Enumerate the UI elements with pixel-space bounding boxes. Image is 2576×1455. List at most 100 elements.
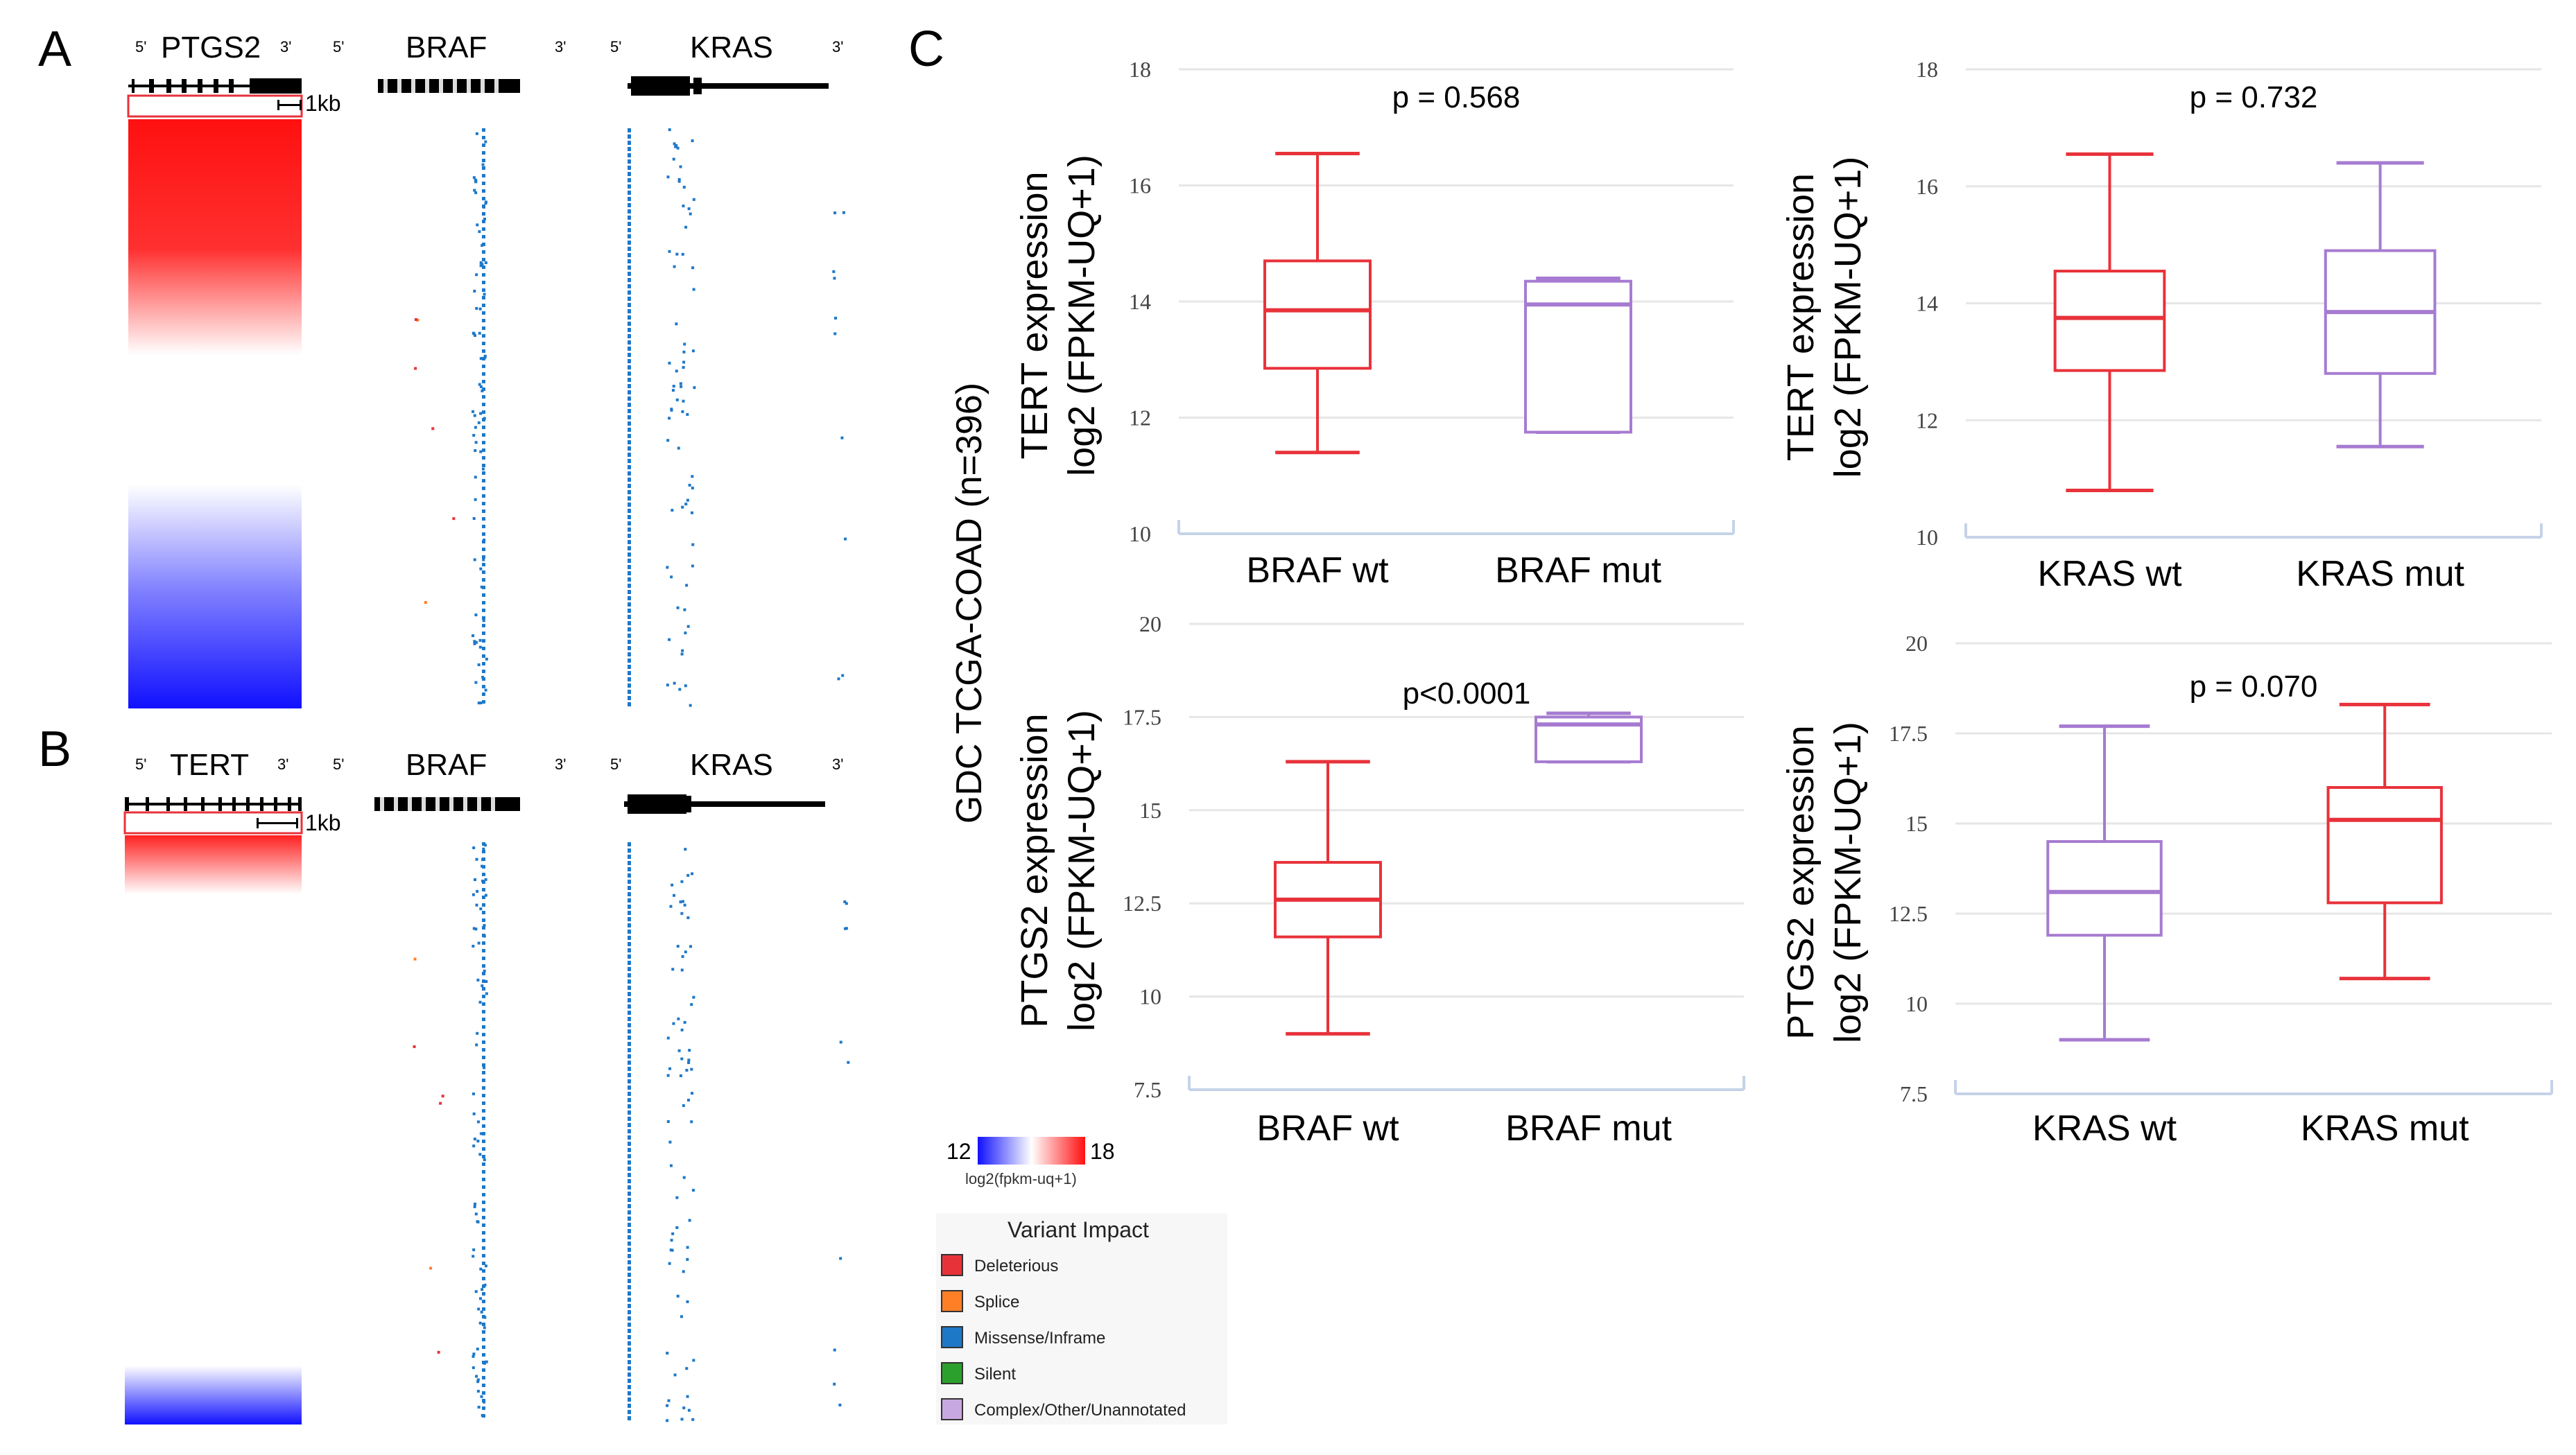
mutation-dot (482, 873, 485, 876)
mutation-dot (628, 1079, 631, 1083)
mutation-dot (482, 273, 485, 277)
y-tick-label: 12.5 (1123, 891, 1161, 916)
strand-5-label: 5' (333, 38, 344, 55)
mutation-dot (692, 995, 695, 999)
mutation-dot (679, 382, 682, 385)
mutation-dot (666, 566, 669, 569)
mutation-dot (482, 1094, 485, 1097)
mutation-dot (478, 1000, 482, 1004)
mutation-dot (628, 986, 631, 990)
x-category-label: KRAS wt (2037, 554, 2182, 594)
mutation-dot (482, 1384, 485, 1387)
mutation-dot (683, 903, 686, 907)
mutation-dot (628, 898, 631, 903)
mutation-dot (482, 212, 485, 216)
mutation-dot (675, 143, 678, 147)
mutation-dot (474, 449, 477, 453)
mutation-dot (482, 586, 485, 589)
mutation-dot (691, 1418, 695, 1421)
mutation-dot (483, 1283, 487, 1287)
strand-3-label: 3' (832, 38, 843, 55)
mutation-dot (669, 905, 673, 908)
mutation-dot (482, 311, 485, 315)
mutation-dot (692, 1359, 695, 1362)
x-category-label: BRAF mut (1495, 550, 1661, 591)
mutation-dot (474, 1212, 478, 1216)
gene-model-ptgs2 (128, 78, 302, 94)
y-tick-label: 15 (1139, 798, 1161, 823)
mutation-dot (482, 220, 485, 223)
gene-model-tert (125, 797, 302, 811)
mutation-dot (628, 1304, 631, 1308)
mutation-dot (482, 1170, 485, 1174)
mutation-dot (482, 1391, 485, 1395)
mutation-dot (628, 1117, 631, 1121)
mutation-dot (628, 415, 631, 419)
mutation-dot (628, 1223, 631, 1227)
mutation-dot (628, 634, 631, 638)
mutation-dot (482, 987, 485, 991)
mutation-dot (472, 1354, 475, 1358)
mutation-dot (686, 1300, 689, 1303)
mutation-dot (628, 1192, 631, 1196)
mutation-dot (474, 498, 477, 501)
mutation-dot (628, 861, 631, 865)
mutation-dot (482, 1025, 485, 1029)
mutation-dot (628, 1129, 631, 1133)
panel-b-letter: B (38, 722, 71, 777)
strand-3-label: 3' (555, 756, 566, 773)
mutation-dot (675, 322, 678, 326)
mutation-dot (479, 261, 483, 264)
mutation-dot (839, 1257, 842, 1260)
mutation-dot (483, 417, 486, 420)
mutation-dot (475, 857, 478, 861)
panel-a-letter: A (38, 21, 71, 77)
mutation-dot (482, 532, 485, 536)
mutation-dot (668, 250, 671, 253)
mutation-dot (628, 1323, 631, 1327)
mutation-dot (833, 332, 837, 336)
mutation-dot (681, 410, 684, 413)
mutation-dot (483, 1316, 487, 1319)
mutation-dot (472, 1255, 475, 1258)
mutation-dot (628, 1073, 631, 1077)
mutation-dot (628, 315, 631, 320)
mutation-dot (678, 688, 682, 691)
mutation-dot (474, 927, 478, 931)
mutation-dot (475, 1375, 478, 1378)
mutation-dot (684, 684, 687, 688)
mutation-dot (668, 128, 671, 132)
mutation-dot (628, 1273, 631, 1277)
mutation-dot (478, 1153, 482, 1156)
mutation-dot (483, 924, 486, 927)
mutation-dot (628, 571, 631, 575)
mutation-dot (691, 487, 694, 490)
chart-title: p = 0.732 (2190, 80, 2318, 114)
mutation-dot (478, 645, 482, 649)
mutation-dot (413, 957, 417, 961)
mutation-dot (478, 638, 482, 642)
strand-3-label: 3' (555, 38, 566, 55)
y-tick-label: 15 (1905, 811, 1928, 836)
mutation-dot (478, 1321, 482, 1325)
mutation-dot (482, 1323, 485, 1326)
mutation-dot (628, 1316, 631, 1321)
mutation-dot (482, 502, 485, 505)
mutation-dot (668, 1140, 672, 1144)
mutation-dot (472, 927, 476, 930)
mutation-dot (482, 1277, 485, 1280)
panel-b: B 5' TERT 3' 5' BRAF 3' 5' KRAS 3' 1kb (38, 722, 850, 1424)
mutation-dot (483, 1400, 486, 1404)
mutation-dot (687, 1061, 691, 1065)
mutation-dot (628, 671, 631, 675)
mutation-dot (681, 649, 684, 652)
mutation-dot (683, 608, 686, 611)
mutation-dot (691, 349, 695, 353)
mutation-dot (628, 340, 631, 345)
mutation-tracks (414, 128, 847, 707)
mutation-dot (666, 1074, 670, 1077)
box-iqr (2046, 840, 2163, 937)
y-tick-label: 18 (1129, 57, 1151, 82)
mutation-dot (482, 888, 485, 891)
mutation-dot (482, 441, 485, 444)
